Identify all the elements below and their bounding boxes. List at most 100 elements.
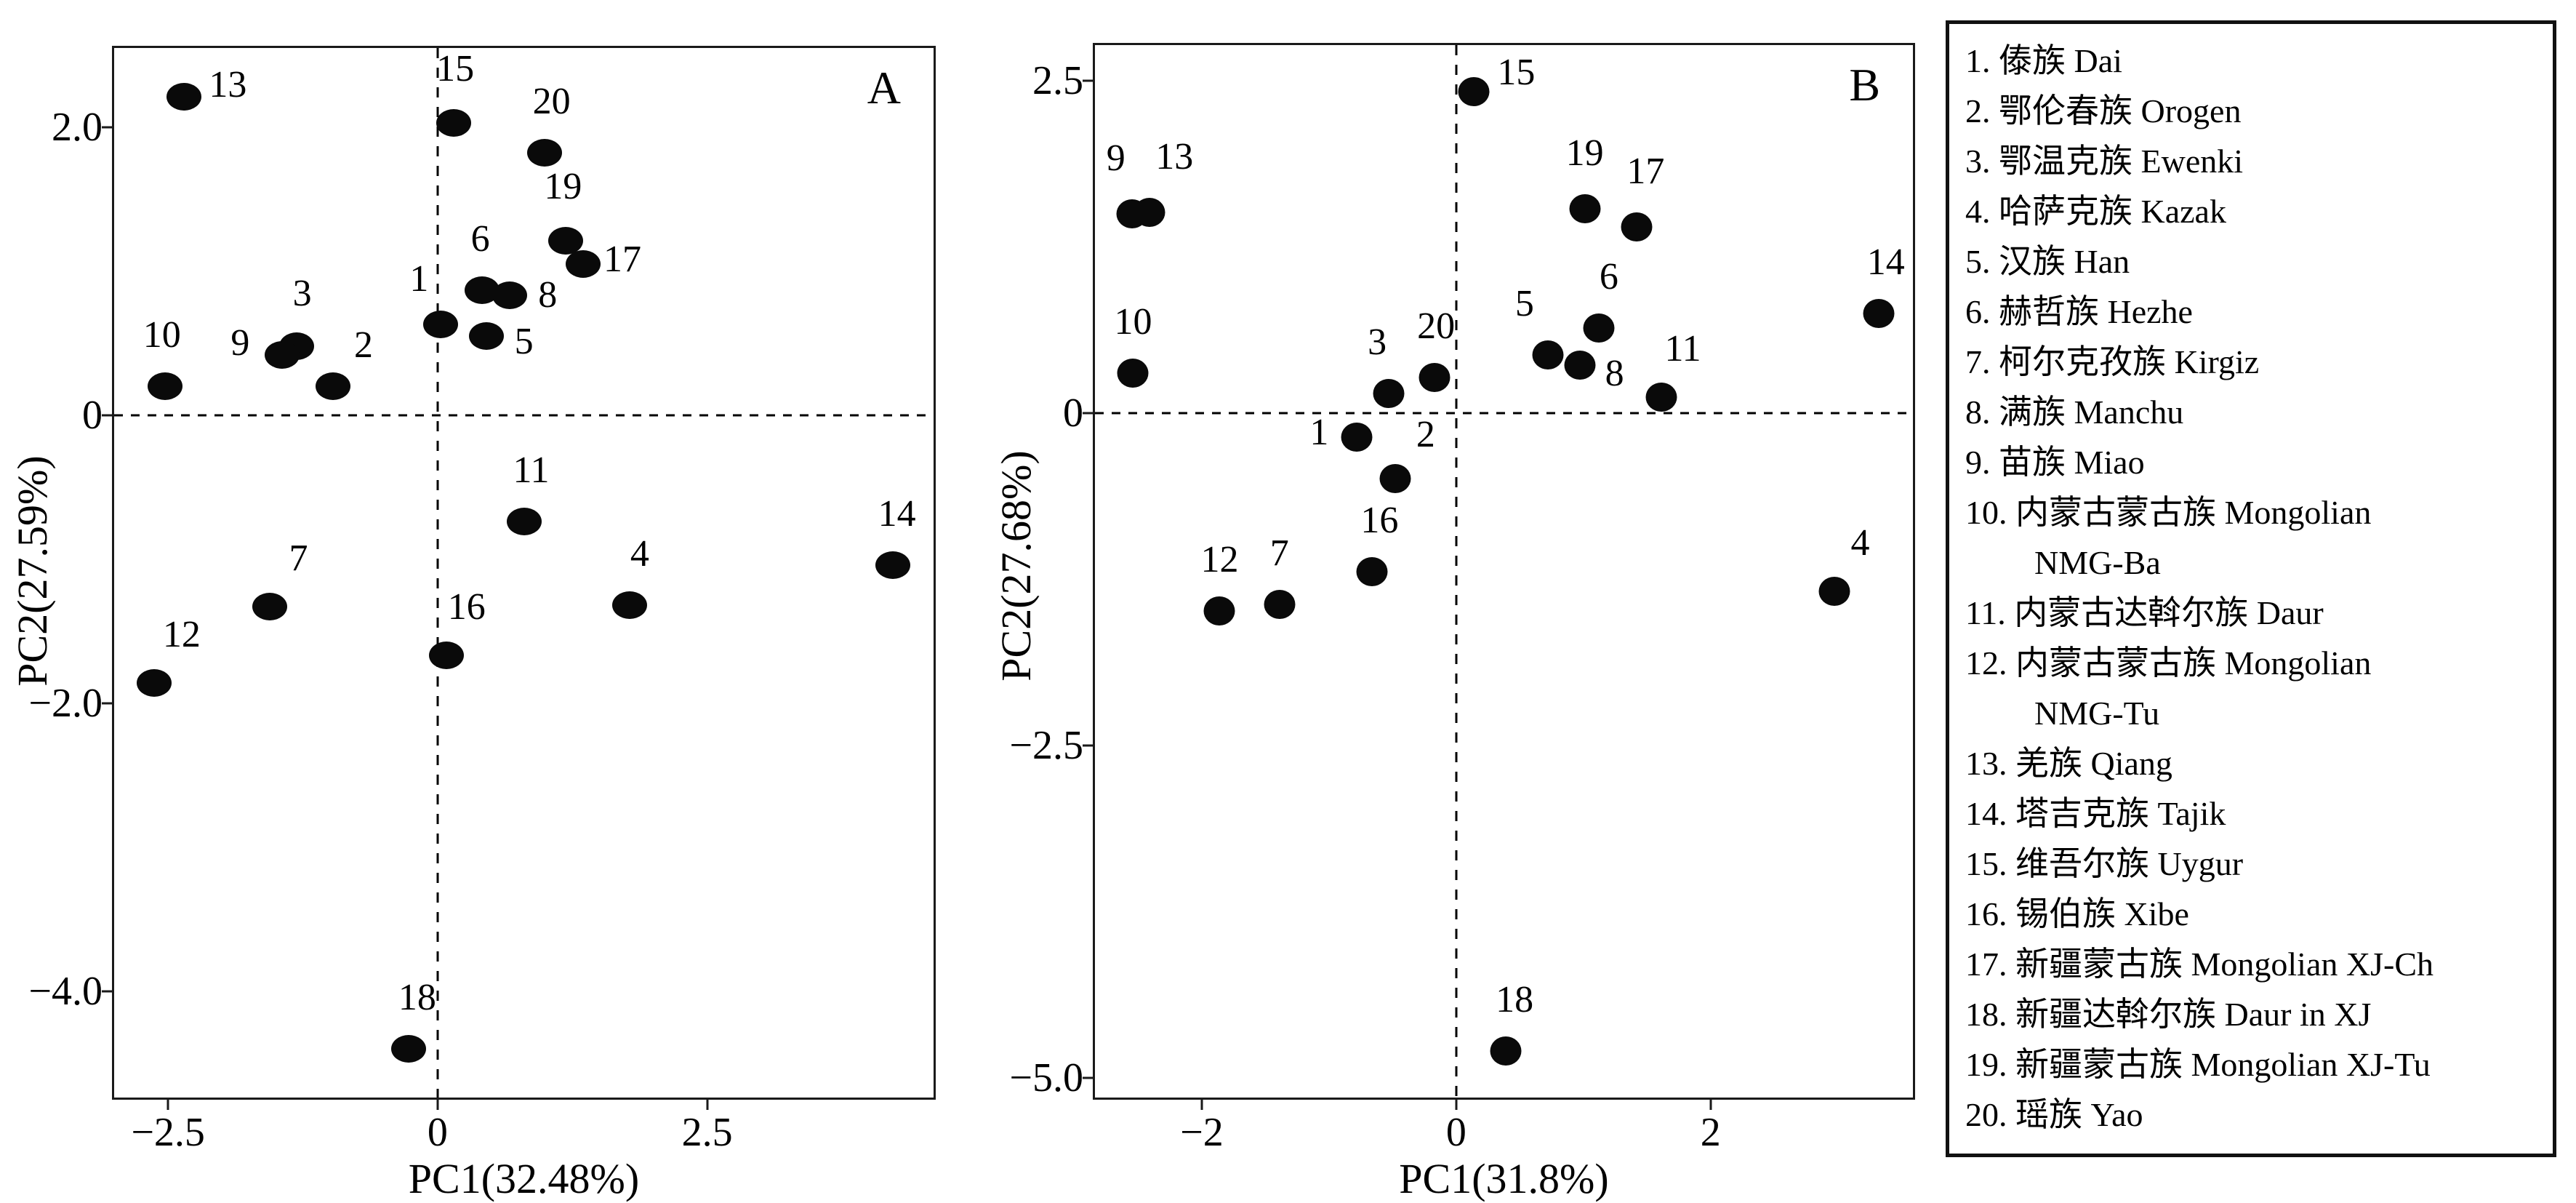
zero-x-dashed-line [436, 48, 439, 1098]
legend-item: 19. 新疆蒙古族 Mongolian XJ-Tu [1965, 1039, 2553, 1090]
legend-item-text: 12. 内蒙古蒙古族 Mongolian [1965, 644, 2372, 682]
x-axis-tick-label: 2 [1700, 1110, 1721, 1155]
data-point-label-19: 19 [1565, 132, 1604, 174]
data-point-12 [136, 668, 172, 697]
data-point-label-10: 10 [1114, 301, 1152, 343]
data-point-7 [1264, 590, 1296, 620]
data-point-label-1: 1 [409, 258, 429, 300]
data-point-19 [1569, 193, 1601, 223]
data-point-label-11: 11 [1664, 328, 1701, 370]
zero-x-dashed-line [1455, 45, 1458, 1098]
y-axis-tick [1083, 744, 1095, 747]
data-point-label-10: 10 [143, 314, 181, 356]
data-point-label-12: 12 [162, 613, 201, 655]
x-axis-tick [1455, 1098, 1458, 1110]
x-axis-tick-label: 0 [427, 1110, 448, 1155]
legend-item: 17. 新疆蒙古族 Mongolian XJ-Ch [1965, 939, 2553, 989]
legend-item: 12. 内蒙古蒙古族 Mongolian NMG-Tu [1965, 638, 2553, 738]
data-point-6 [1583, 313, 1615, 343]
data-point-label-20: 20 [1417, 305, 1456, 347]
legend-item-text: 11. 内蒙古达斡尔族 Daur [1965, 594, 2324, 631]
legend-item: 20. 瑶族 Yao [1965, 1090, 2553, 1140]
legend-item: 10. 内蒙古蒙古族 Mongolian NMG-Ba [1965, 487, 2553, 588]
legend-item-text: 19. 新疆蒙古族 Mongolian XJ-Tu [1965, 1046, 2431, 1083]
legend-item: 14. 塔吉克族 Tajik [1965, 788, 2553, 839]
legend-item-text: 3. 鄂温克族 Ewenki [1965, 143, 2244, 180]
legend-item: 8. 满族 Manchu [1965, 387, 2553, 437]
legend-item: 13. 羌族 Qiang [1965, 738, 2553, 788]
legend-item-text: 8. 满族 Manchu [1965, 393, 2184, 431]
data-point-12 [1203, 596, 1235, 626]
legend-item-continuation: NMG-Ba [2034, 544, 2161, 581]
data-point-2 [1379, 463, 1411, 493]
x-axis-tick-label: 0 [1445, 1110, 1466, 1155]
y-axis-tick [102, 414, 114, 417]
y-axis-tick [1083, 412, 1095, 415]
y-axis-tick [1083, 79, 1095, 82]
data-point-17 [566, 249, 601, 278]
data-point-label-5: 5 [1514, 282, 1534, 324]
data-point-5 [468, 321, 504, 350]
data-point-2 [316, 372, 351, 401]
data-point-label-13: 13 [209, 64, 247, 106]
y-axis-tick [102, 702, 114, 705]
legend-item: 7. 柯尔克孜族 Kirgiz [1965, 337, 2553, 387]
legend-item-text: 6. 赫哲族 Hezhe [1965, 293, 2193, 330]
legend-item: 6. 赫哲族 Hezhe [1965, 287, 2553, 337]
data-point-label-9: 9 [1106, 137, 1126, 180]
legend-item-text: 9. 苗族 Miao [1965, 444, 2145, 481]
data-point-label-7: 7 [1269, 532, 1289, 575]
data-point-label-4: 4 [1850, 521, 1870, 564]
data-point-label-6: 6 [470, 217, 490, 260]
data-point-13 [1133, 198, 1165, 228]
legend-item-text: 5. 汉族 Han [1965, 243, 2130, 280]
data-point-8 [492, 281, 528, 310]
data-point-7 [252, 593, 287, 621]
data-point-18 [1490, 1036, 1522, 1066]
x-axis-tick [166, 1098, 169, 1110]
panel-b-x-axis-label: PC1(31.8%) [1399, 1155, 1609, 1202]
legend-item: 3. 鄂温克族 Ewenki [1965, 136, 2553, 186]
x-axis-tick [1200, 1098, 1203, 1110]
data-point-label-3: 3 [292, 272, 312, 314]
legend-item-text: 17. 新疆蒙古族 Mongolian XJ-Ch [1965, 946, 2433, 983]
data-point-label-16: 16 [447, 586, 486, 628]
data-point-4 [1818, 576, 1850, 606]
data-point-label-4: 4 [630, 533, 649, 575]
x-axis-tick [706, 1098, 709, 1110]
legend-item-text: 18. 新疆达斡尔族 Daur in XJ [1965, 996, 2372, 1033]
data-point-5 [1532, 340, 1564, 369]
data-point-9 [265, 340, 300, 369]
data-point-label-6: 6 [1599, 256, 1618, 298]
data-point-label-12: 12 [1200, 539, 1239, 581]
data-point-16 [428, 642, 464, 670]
legend-item-text: 15. 维吾尔族 Uygur [1965, 845, 2244, 882]
data-point-18 [390, 1034, 426, 1063]
panel-b-y-axis-label: PC2(27.68%) [992, 450, 1040, 682]
data-point-label-7: 7 [289, 537, 308, 580]
y-axis-tick-label: 0 [82, 392, 103, 438]
panel-a-x-axis-label: PC1(32.48%) [408, 1155, 640, 1202]
panel-a-letter: A [867, 62, 901, 113]
legend-item-text: 1. 傣族 Dai [1965, 42, 2122, 79]
y-axis-tick-label: 2.5 [1032, 58, 1083, 104]
data-point-15 [1458, 76, 1490, 106]
legend-item: 2. 鄂伦春族 Orogen [1965, 86, 2553, 136]
panel-b-plot: B −2 0 2 2.5 0 −2.5 −5.0 1 2 3 4 5 6 7 8 9 10 11 12 13 14 15 1… [1009, 43, 1915, 1153]
data-point-label-17: 17 [603, 238, 642, 280]
zero-y-dashed-line [1095, 412, 1913, 415]
data-point-1 [1341, 422, 1373, 452]
data-point-label-11: 11 [513, 449, 550, 492]
data-point-label-1: 1 [1309, 411, 1329, 453]
data-point-label-14: 14 [1866, 241, 1905, 284]
panel-a-plot: A −2.5 0 2.5 2.0 0 −2.0 −4.0 1 2 3 4 5 6 7 8 9 10 11 12 13 1… [28, 46, 936, 1153]
data-point-label-2: 2 [1416, 413, 1435, 455]
y-axis-tick-label: 2.0 [52, 104, 103, 150]
data-point-20 [1419, 362, 1450, 392]
data-point-15 [436, 108, 472, 137]
legend-item: 9. 苗族 Miao [1965, 437, 2553, 487]
legend-item-text: 16. 锡伯族 Xibe [1965, 895, 2189, 932]
data-point-3 [1373, 378, 1405, 408]
data-point-16 [1356, 556, 1388, 586]
